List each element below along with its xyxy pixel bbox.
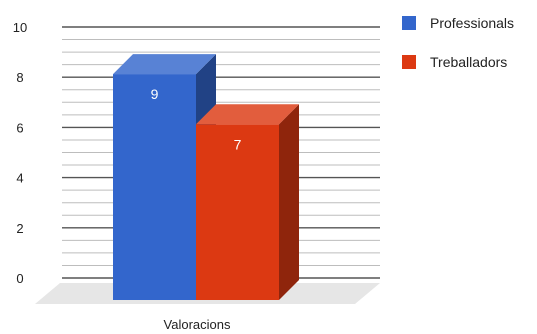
y-tick-label: 8 bbox=[16, 70, 23, 85]
y-tick-label: 10 bbox=[13, 20, 27, 35]
x-category-label: Valoracions bbox=[164, 317, 231, 332]
y-tick-label: 2 bbox=[16, 221, 23, 236]
bar-value-label: 9 bbox=[151, 86, 159, 102]
y-tick-label: 6 bbox=[16, 120, 23, 135]
bar-value-label: 7 bbox=[234, 136, 242, 152]
bar-front-face bbox=[196, 124, 279, 300]
bar-top-face bbox=[113, 54, 216, 75]
x-axis-categories: Valoracions bbox=[164, 317, 231, 332]
legend-swatch bbox=[402, 16, 416, 30]
legend-item: Professionals bbox=[402, 15, 514, 31]
bar-side-face bbox=[279, 104, 299, 300]
y-tick-label: 4 bbox=[16, 171, 23, 186]
y-axis-ticks: 0 2 4 6 8 10 bbox=[13, 20, 27, 286]
bars: 97 bbox=[113, 54, 299, 300]
legend-label: Professionals bbox=[430, 15, 514, 31]
legend: Professionals Treballadors bbox=[402, 15, 514, 70]
legend-swatch bbox=[402, 55, 416, 69]
bar-treballadors: 7 bbox=[196, 104, 299, 300]
bar-front-face bbox=[113, 74, 196, 300]
legend-item: Treballadors bbox=[402, 54, 507, 70]
bar-top-face bbox=[196, 104, 299, 125]
y-tick-label: 0 bbox=[16, 271, 23, 286]
legend-label: Treballadors bbox=[430, 54, 507, 70]
